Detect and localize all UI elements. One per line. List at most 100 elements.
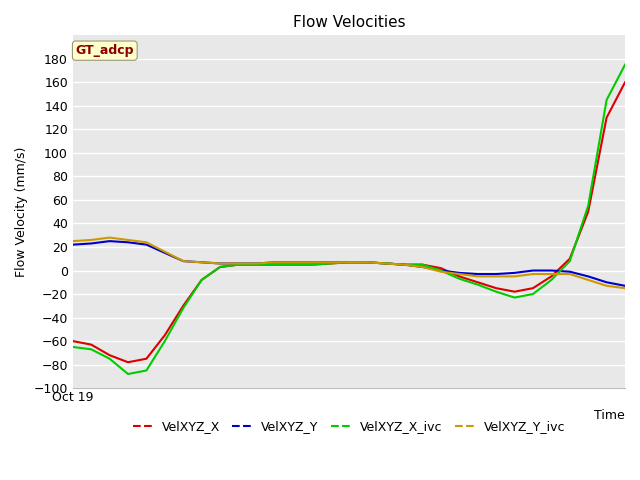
Line: VelXYZ_Y_ivc: VelXYZ_Y_ivc <box>73 238 625 288</box>
VelXYZ_Y <box>419 264 426 270</box>
VelXYZ_X <box>216 264 224 270</box>
VelXYZ_Y <box>621 283 629 288</box>
VelXYZ_X <box>492 285 500 291</box>
VelXYZ_X_ivc <box>124 371 132 377</box>
VelXYZ_Y <box>235 261 243 266</box>
VelXYZ_X <box>179 303 187 309</box>
VelXYZ_X_ivc <box>382 261 390 266</box>
VelXYZ_X <box>235 262 243 267</box>
VelXYZ_Y_ivc <box>566 271 573 277</box>
VelXYZ_X <box>621 80 629 85</box>
VelXYZ_Y <box>400 262 408 267</box>
VelXYZ_Y_ivc <box>492 274 500 279</box>
VelXYZ_X <box>382 261 390 266</box>
VelXYZ_X_ivc <box>198 277 205 283</box>
Y-axis label: Flow Velocity (mm/s): Flow Velocity (mm/s) <box>15 146 28 277</box>
VelXYZ_X <box>474 279 481 285</box>
VelXYZ_X_ivc <box>143 368 150 373</box>
VelXYZ_X_ivc <box>106 356 113 361</box>
VelXYZ_Y_ivc <box>621 285 629 291</box>
VelXYZ_Y_ivc <box>253 261 260 266</box>
VelXYZ_X <box>124 360 132 365</box>
VelXYZ_X_ivc <box>308 262 316 267</box>
VelXYZ_Y_ivc <box>382 261 390 266</box>
VelXYZ_Y_ivc <box>400 262 408 267</box>
VelXYZ_Y <box>124 240 132 245</box>
VelXYZ_Y_ivc <box>290 259 298 265</box>
VelXYZ_X <box>345 259 353 265</box>
VelXYZ_Y_ivc <box>161 249 169 254</box>
VelXYZ_X_ivc <box>345 259 353 265</box>
VelXYZ_Y_ivc <box>419 264 426 270</box>
VelXYZ_X_ivc <box>419 262 426 267</box>
VelXYZ_Y_ivc <box>511 274 518 279</box>
VelXYZ_X <box>566 256 573 262</box>
VelXYZ_Y <box>511 270 518 276</box>
VelXYZ_Y_ivc <box>437 269 445 275</box>
VelXYZ_X <box>308 262 316 267</box>
VelXYZ_Y <box>437 268 445 274</box>
VelXYZ_X_ivc <box>290 262 298 267</box>
VelXYZ_X <box>253 262 260 267</box>
VelXYZ_Y <box>290 259 298 265</box>
Line: VelXYZ_X_ivc: VelXYZ_X_ivc <box>73 65 625 374</box>
VelXYZ_X_ivc <box>69 344 77 350</box>
VelXYZ_Y <box>253 261 260 266</box>
VelXYZ_X_ivc <box>566 258 573 264</box>
VelXYZ_Y_ivc <box>529 271 537 277</box>
VelXYZ_X_ivc <box>621 62 629 68</box>
VelXYZ_X_ivc <box>548 277 556 283</box>
VelXYZ_Y_ivc <box>216 261 224 266</box>
VelXYZ_Y <box>271 259 279 265</box>
VelXYZ_Y_ivc <box>456 271 463 277</box>
VelXYZ_Y <box>198 259 205 265</box>
VelXYZ_X <box>106 352 113 358</box>
Legend: VelXYZ_X, VelXYZ_Y, VelXYZ_X_ivc, VelXYZ_Y_ivc: VelXYZ_X, VelXYZ_Y, VelXYZ_X_ivc, VelXYZ… <box>128 415 570 438</box>
VelXYZ_Y <box>584 274 592 279</box>
VelXYZ_Y <box>382 261 390 266</box>
VelXYZ_Y_ivc <box>308 259 316 265</box>
VelXYZ_X <box>198 277 205 283</box>
VelXYZ_X <box>161 332 169 338</box>
VelXYZ_X_ivc <box>474 282 481 288</box>
VelXYZ_X <box>437 265 445 271</box>
VelXYZ_X_ivc <box>364 259 371 265</box>
VelXYZ_X_ivc <box>179 305 187 311</box>
VelXYZ_X <box>548 274 556 279</box>
VelXYZ_Y_ivc <box>271 259 279 265</box>
VelXYZ_Y <box>216 261 224 266</box>
VelXYZ_X_ivc <box>437 268 445 274</box>
VelXYZ_X <box>511 289 518 295</box>
Text: GT_adcp: GT_adcp <box>76 44 134 57</box>
VelXYZ_X <box>529 285 537 291</box>
VelXYZ_Y <box>69 242 77 248</box>
VelXYZ_Y <box>474 271 481 277</box>
VelXYZ_Y <box>529 268 537 274</box>
VelXYZ_Y <box>456 270 463 276</box>
VelXYZ_Y <box>603 279 611 285</box>
VelXYZ_X_ivc <box>456 276 463 282</box>
X-axis label: Time: Time <box>595 409 625 422</box>
VelXYZ_X_ivc <box>584 203 592 209</box>
VelXYZ_X <box>143 356 150 361</box>
VelXYZ_X_ivc <box>253 262 260 267</box>
VelXYZ_Y_ivc <box>326 259 334 265</box>
VelXYZ_X_ivc <box>400 262 408 267</box>
VelXYZ_Y <box>492 271 500 277</box>
VelXYZ_X <box>400 262 408 267</box>
VelXYZ_Y <box>566 269 573 275</box>
VelXYZ_Y_ivc <box>106 235 113 240</box>
Line: VelXYZ_X: VelXYZ_X <box>73 83 625 362</box>
VelXYZ_X_ivc <box>235 262 243 267</box>
VelXYZ_X_ivc <box>87 347 95 352</box>
VelXYZ_Y_ivc <box>603 283 611 288</box>
VelXYZ_Y_ivc <box>345 259 353 265</box>
VelXYZ_Y <box>143 242 150 248</box>
VelXYZ_X <box>271 262 279 267</box>
VelXYZ_X <box>456 274 463 279</box>
VelXYZ_X <box>584 209 592 215</box>
VelXYZ_Y <box>161 250 169 256</box>
VelXYZ_X <box>290 262 298 267</box>
VelXYZ_Y <box>87 240 95 246</box>
Title: Flow Velocities: Flow Velocities <box>292 15 405 30</box>
